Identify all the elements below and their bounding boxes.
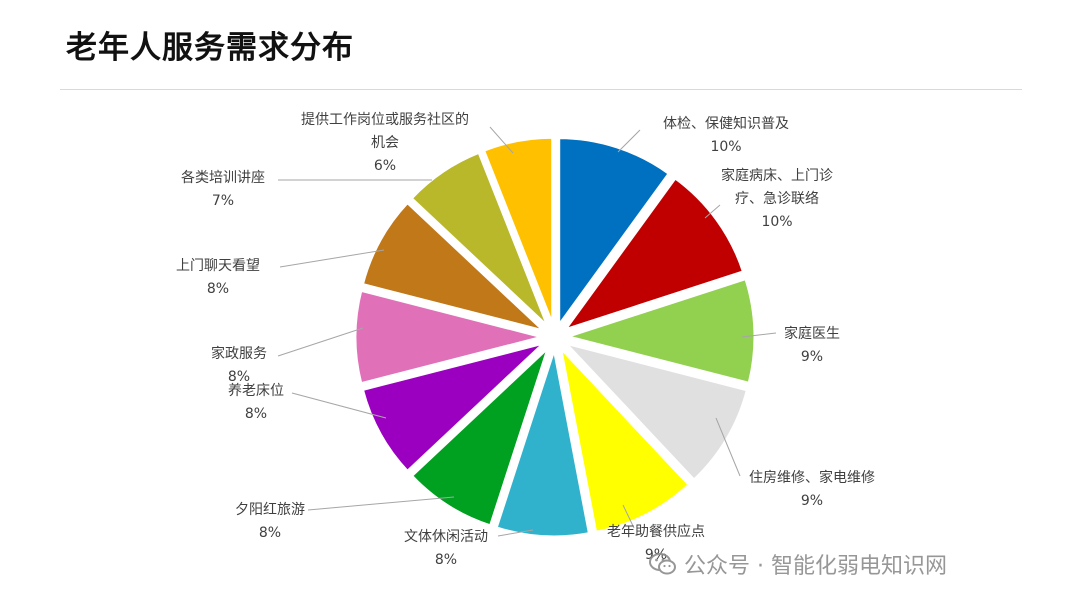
pie-slice [558, 342, 692, 535]
leader-line [277, 327, 364, 357]
page-title: 老年人服务需求分布 [66, 30, 354, 66]
leader-line [617, 129, 641, 153]
pie-slice [360, 200, 546, 333]
watermark-text: 公众号 · 智能化弱电知识网 [684, 554, 947, 579]
pie-slice [560, 340, 750, 483]
pie-slice [409, 150, 550, 329]
slice-label: 夕阳红旅游 8% [235, 502, 305, 541]
leader-line [741, 332, 777, 338]
slice-label: 家庭医生 9% [784, 325, 840, 365]
leader-line [497, 529, 534, 537]
wechat-icon [649, 553, 676, 575]
slice-label: 家政服务 8% [211, 345, 267, 385]
title-divider [60, 89, 1022, 90]
slice-label: 文体休闲活动 8% [404, 529, 488, 568]
pie-slice [561, 276, 757, 386]
slice-label: 提供工作岗位或服务社区的机会 6% [301, 112, 469, 174]
slice-label: 体检、保健知识普及 10% [663, 115, 789, 155]
pie-slice [557, 136, 672, 331]
pie-slice [409, 346, 550, 528]
slice-label: 住房维修、家电维修 9% [749, 469, 875, 509]
pie-slice [481, 135, 555, 326]
leader-line [307, 496, 455, 511]
leader-line [622, 504, 635, 529]
leader-line [279, 249, 385, 268]
pie-slice [560, 175, 746, 333]
leader-line [715, 417, 741, 477]
leader-line [704, 204, 721, 219]
leader-line [489, 126, 514, 154]
pie-slice [494, 348, 592, 539]
slice-label: 上门聊天看望 8% [176, 258, 260, 297]
watermark: 公众号 · 智能化弱电知识网 [648, 548, 947, 580]
slice-label: 家庭病床、上门诊疗、急诊联络 10% [721, 167, 833, 230]
pie-slice [360, 341, 546, 474]
leader-line [291, 392, 387, 419]
slice-label: 养老床位 8% [228, 383, 284, 422]
pie-slice [353, 288, 544, 386]
slice-label: 各类培训讲座 7% [181, 170, 265, 209]
